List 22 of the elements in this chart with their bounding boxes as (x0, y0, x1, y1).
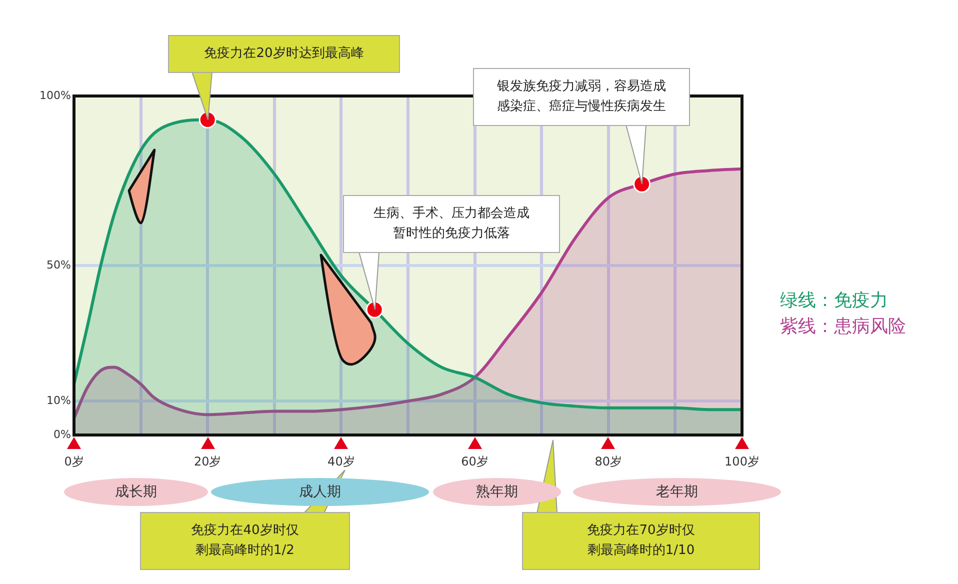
y-tick-label: 10% (46, 394, 71, 407)
text: 绿线：免疫力 (780, 289, 889, 313)
x-tick-label: 80岁 (594, 454, 622, 468)
annotation: 生病、手术、压力都会造成暂时性的免疫力低落 (372, 205, 530, 243)
x-tick-label: 40岁 (328, 454, 355, 468)
callout-box: 免疫力在70岁时仅剩最高峰时的1/10 (522, 512, 760, 570)
text: 成长期 (115, 483, 157, 501)
y-tick-label: 50% (46, 258, 71, 272)
y-tick-label: 0% (54, 428, 71, 441)
annotation: 银发族免疫力减弱，容易造成感染症、癌症与慢性疾病发生 (496, 78, 667, 116)
annotation: 免疫力在20岁时达到最高峰 (203, 45, 365, 63)
text: 老年期 (656, 483, 698, 501)
x-tick-label: 60岁 (461, 454, 488, 468)
x-tick-label: 100岁 (724, 454, 760, 468)
callout-box: 银发族免疫力减弱，容易造成感染症、癌症与慢性疾病发生 (473, 68, 690, 126)
x-tick-label: 0岁 (64, 454, 84, 468)
y-tick-label: 100% (40, 88, 71, 102)
text: 紫线：患病风险 (780, 315, 906, 339)
text: 成人期 (299, 483, 341, 501)
text: 熟年期 (476, 483, 518, 501)
x-tick-label: 20岁 (194, 454, 222, 468)
callout-box: 生病、手术、压力都会造成暂时性的免疫力低落 (343, 195, 560, 253)
